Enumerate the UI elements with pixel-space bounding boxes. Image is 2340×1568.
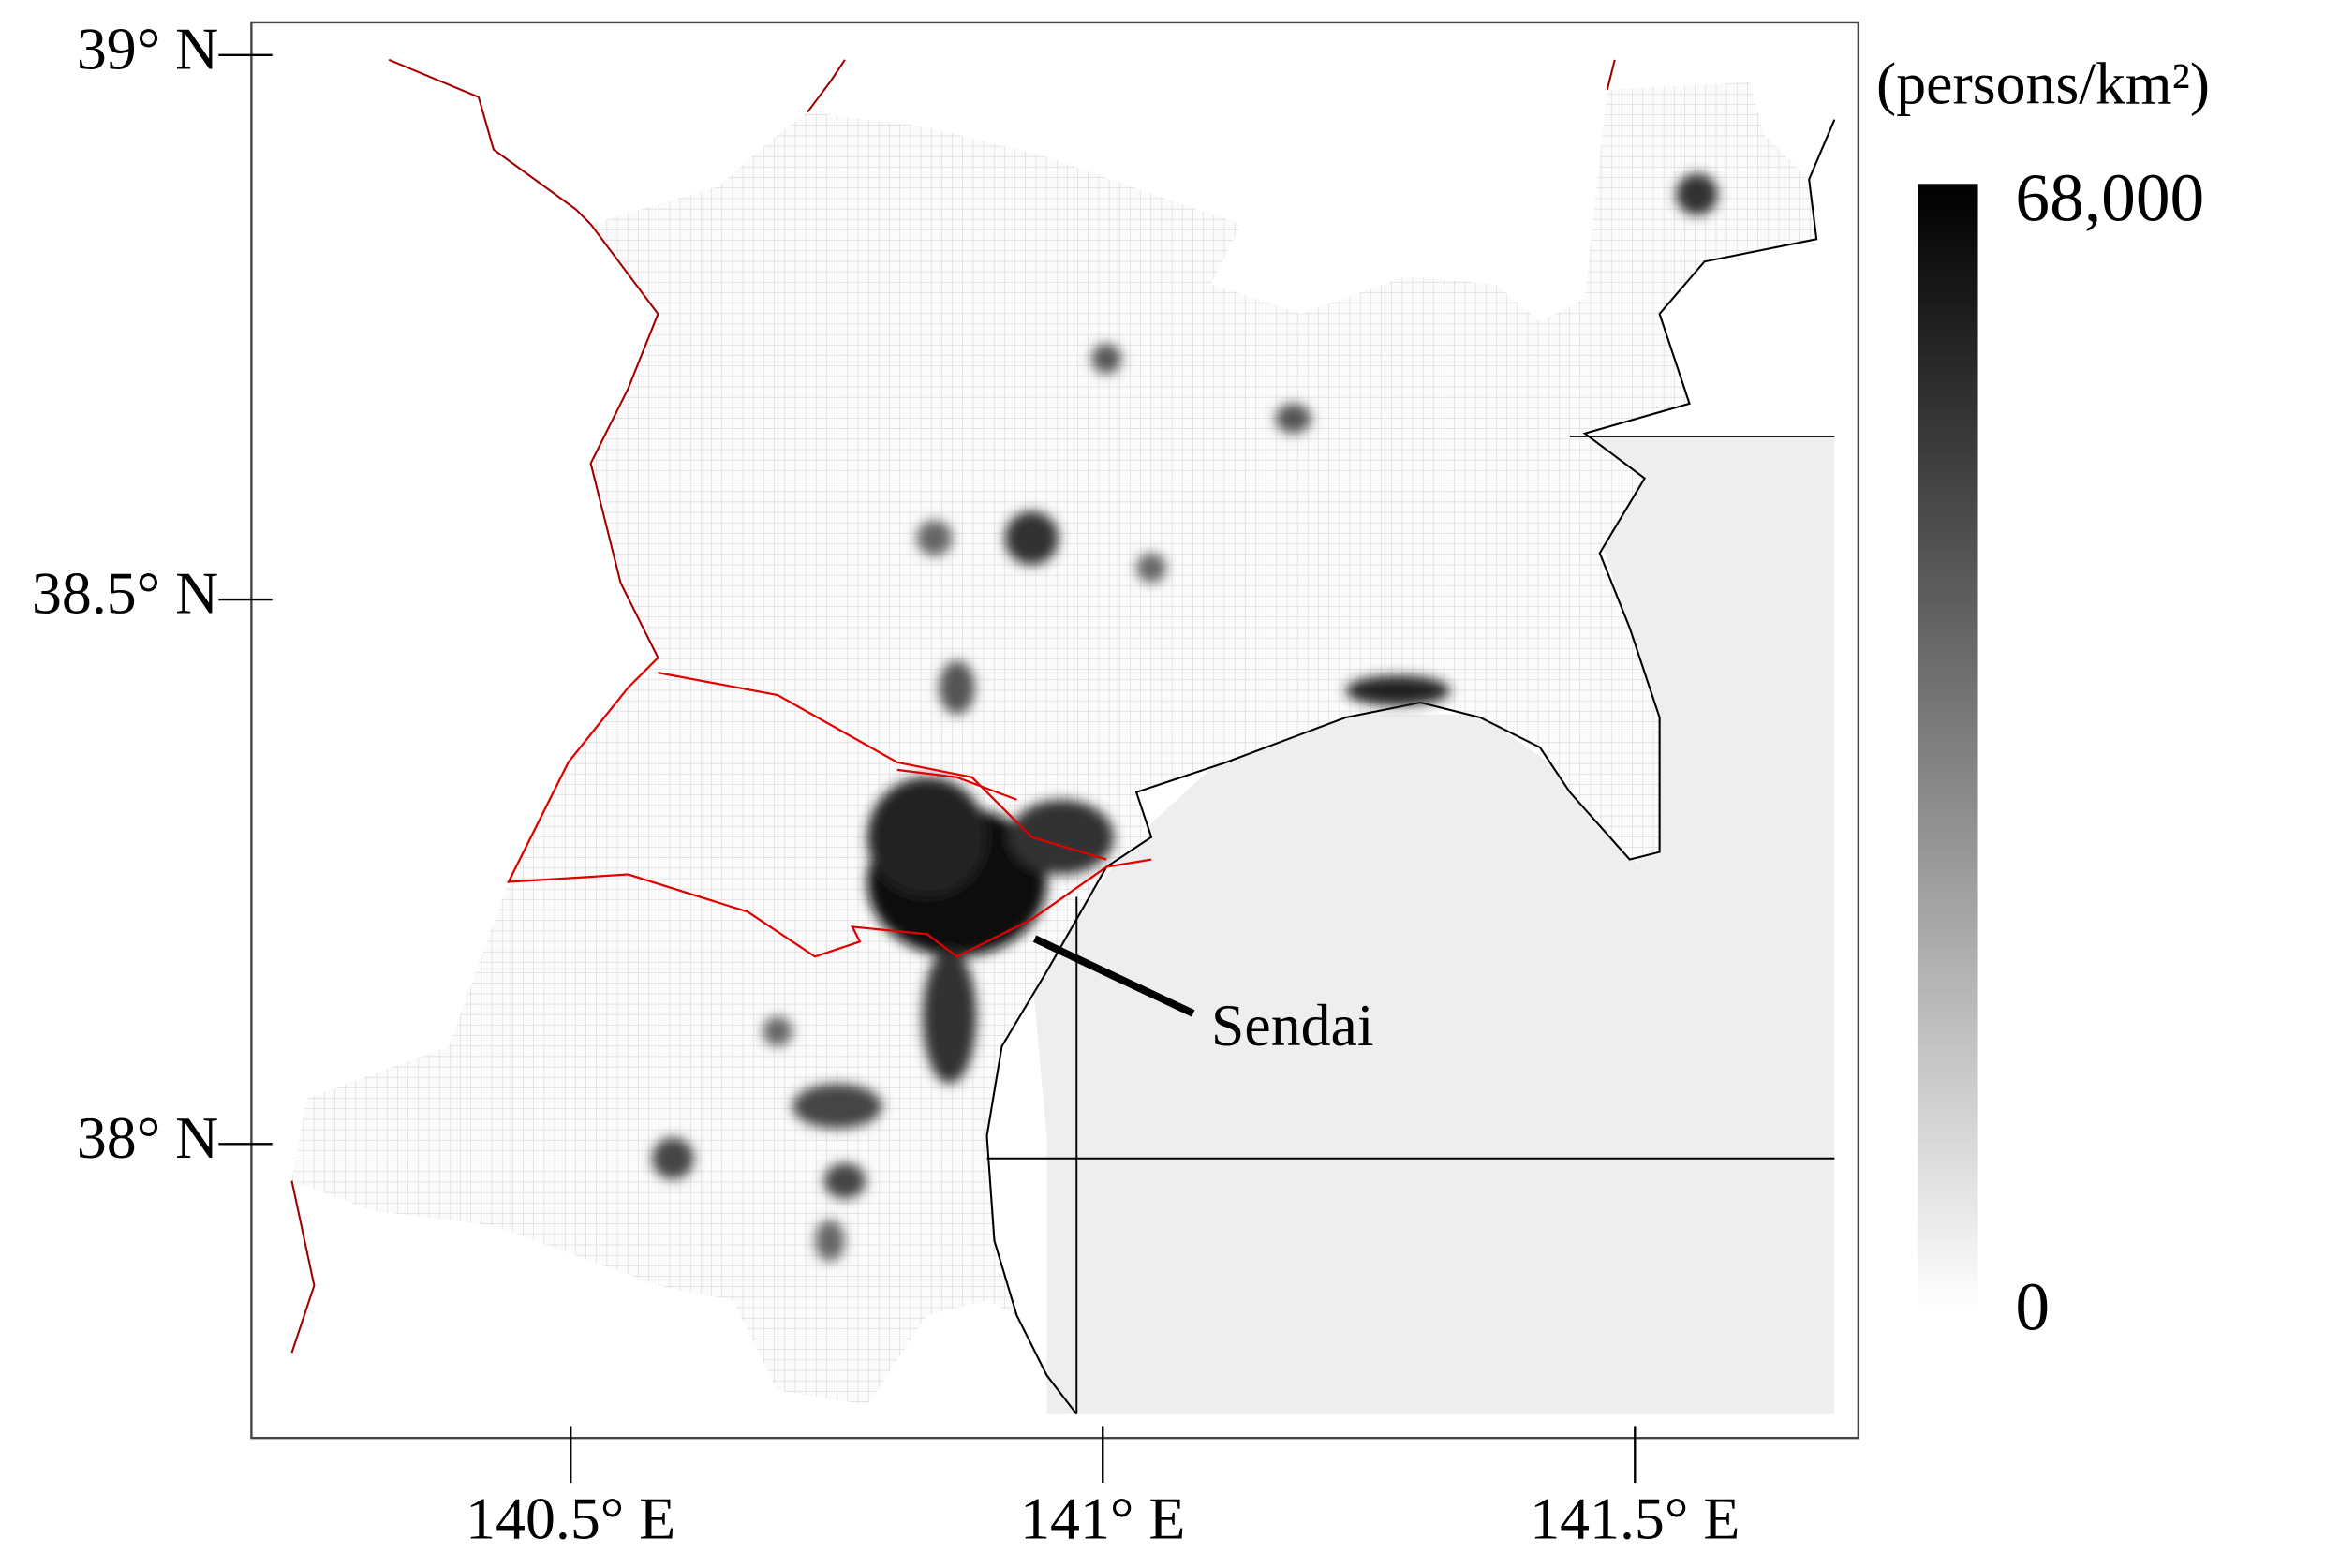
density-clusters bbox=[652, 173, 1718, 1262]
boundaries bbox=[290, 58, 1616, 1354]
sea bbox=[1031, 436, 1835, 1414]
colorbar-tick-label: 0 bbox=[2015, 1269, 2050, 1345]
map-area: Sendai bbox=[250, 21, 1860, 1440]
y-tick-label: 39° N bbox=[77, 15, 218, 81]
land bbox=[291, 81, 1817, 1406]
colorbar-tick-label: 68,000 bbox=[2015, 159, 2204, 235]
sendai-boundaries bbox=[506, 657, 1152, 958]
annotation-leader bbox=[1032, 935, 1195, 1017]
y-tick-label: 38.5° N bbox=[32, 560, 218, 627]
x-tick-label: 140.5° E bbox=[466, 1485, 675, 1551]
y-tick-label: 38° N bbox=[77, 1104, 218, 1171]
x-tick-label: 141° E bbox=[1020, 1485, 1185, 1551]
colorbar bbox=[1918, 184, 1978, 1311]
colorbar-title: (persons/km²) bbox=[1876, 50, 2210, 116]
city-label: Sendai bbox=[1211, 992, 1374, 1058]
x-tick-label: 141.5° E bbox=[1530, 1485, 1740, 1551]
coastline bbox=[985, 119, 1836, 1415]
